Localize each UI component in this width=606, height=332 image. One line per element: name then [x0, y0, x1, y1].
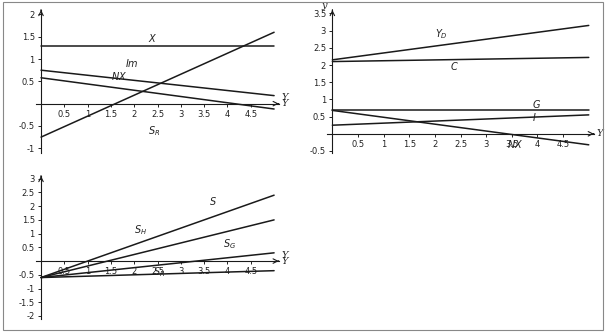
Text: $NX$: $NX$ [111, 70, 127, 82]
Text: $C$: $C$ [450, 60, 459, 72]
Text: $Y_D$: $Y_D$ [435, 27, 448, 41]
Text: $NX$: $NX$ [507, 138, 523, 150]
Text: $S_G$: $S_G$ [223, 237, 236, 251]
Text: $I$: $I$ [532, 111, 537, 123]
Text: Y: Y [281, 251, 288, 260]
Text: Y: Y [281, 99, 288, 108]
Text: Y: Y [596, 129, 603, 138]
Text: $X$: $X$ [148, 32, 158, 44]
Text: $S_R$: $S_R$ [153, 265, 165, 279]
Text: $Im$: $Im$ [125, 57, 139, 69]
Text: $S$: $S$ [209, 195, 217, 207]
Text: y: y [322, 1, 327, 10]
Text: $S_H$: $S_H$ [135, 223, 147, 237]
Text: $G$: $G$ [532, 98, 541, 110]
Text: Y: Y [281, 257, 288, 266]
Text: $S_R$: $S_R$ [148, 124, 161, 138]
Text: Y: Y [281, 93, 288, 102]
